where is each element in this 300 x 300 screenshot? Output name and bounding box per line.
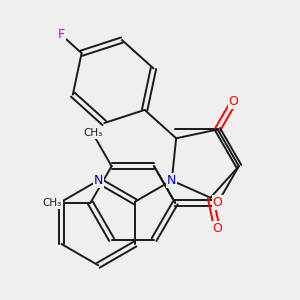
Text: CH₃: CH₃ (83, 128, 102, 138)
Text: O: O (212, 222, 222, 235)
Text: N: N (94, 174, 103, 187)
Text: N: N (167, 174, 176, 187)
Text: O: O (213, 196, 223, 209)
Text: F: F (58, 28, 65, 41)
Text: O: O (229, 95, 238, 108)
Text: CH₃: CH₃ (43, 198, 62, 208)
